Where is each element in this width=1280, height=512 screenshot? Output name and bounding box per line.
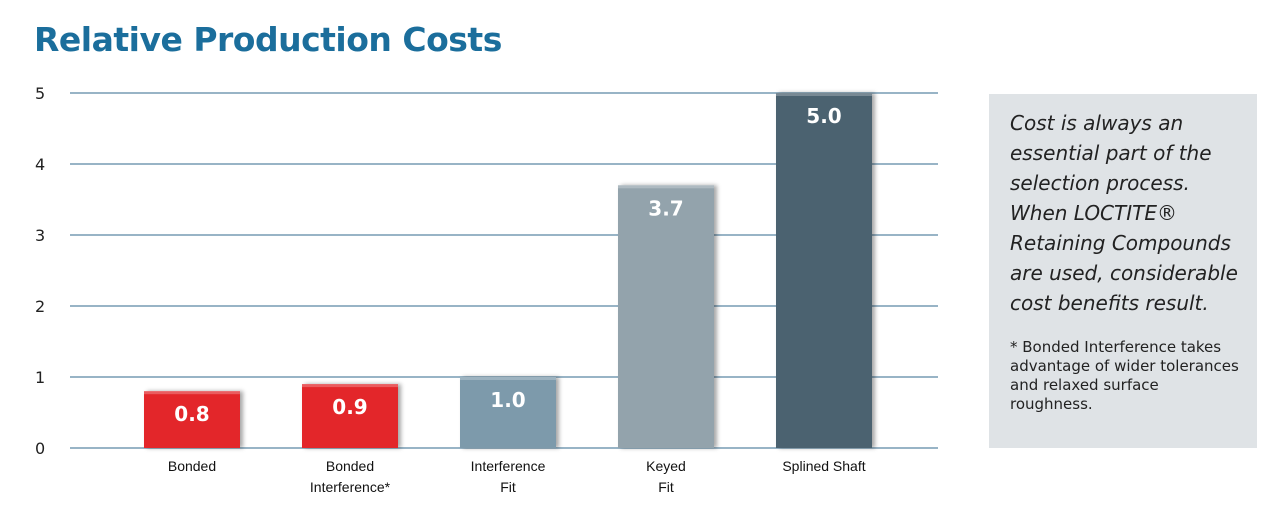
bar-value-label: 0.8: [174, 402, 209, 426]
bar-highlight: [776, 93, 872, 96]
x-category-label: Bonded Interference*: [310, 458, 391, 495]
y-tick-label: 4: [35, 155, 45, 174]
x-category-label: Bonded: [168, 458, 216, 474]
bar: [618, 185, 714, 449]
bar-value-label: 3.7: [648, 196, 683, 220]
bar-value-label: 5.0: [806, 104, 841, 128]
x-category-label: Interference Fit: [471, 458, 546, 495]
sidebar-note: Cost is always an essential part of the …: [1010, 111, 1238, 315]
bar: [144, 391, 240, 448]
chart-title: Relative Production Costs: [34, 20, 502, 59]
bar-group: 3.7: [618, 185, 714, 449]
bar-group: 0.9: [302, 384, 398, 448]
info-sidebar: Cost is always an essential part of the …: [989, 94, 1257, 448]
y-tick-label: 0: [35, 439, 45, 458]
bars: 0.8 0.9 1.0 3.7 5.0: [144, 93, 872, 449]
y-tick-label: 5: [35, 84, 45, 103]
y-tick-label: 3: [35, 226, 45, 245]
y-tick-label: 1: [35, 368, 45, 387]
bar-highlight: [618, 185, 714, 189]
bar-chart: 0 1 2 3 4 5 0.8 0.9 1.0 3.7 5.0 Bonded Bonded Inter…: [35, 84, 938, 495]
x-category-label: Splined Shaft: [782, 458, 865, 474]
bar-group: 5.0: [776, 93, 872, 448]
x-axis-labels: Bonded Bonded Interference* Interference Fit…: [168, 458, 866, 495]
bar-highlight: [144, 391, 240, 395]
bar: [460, 377, 556, 448]
sidebar-footnote: * Bonded Interference takes advantage of…: [1010, 338, 1239, 413]
y-tick-label: 2: [35, 297, 45, 316]
bar: [302, 384, 398, 448]
bar-highlight: [302, 384, 398, 388]
bar: [776, 93, 872, 448]
y-axis-ticks: 0 1 2 3 4 5: [35, 84, 45, 458]
bar-highlight: [460, 377, 556, 380]
bar-group: 0.8: [144, 391, 240, 448]
bar-value-label: 0.9: [332, 395, 367, 419]
bar-group: 1.0: [460, 377, 556, 448]
x-category-label: Keyed Fit: [646, 458, 686, 495]
bar-value-label: 1.0: [490, 388, 525, 412]
